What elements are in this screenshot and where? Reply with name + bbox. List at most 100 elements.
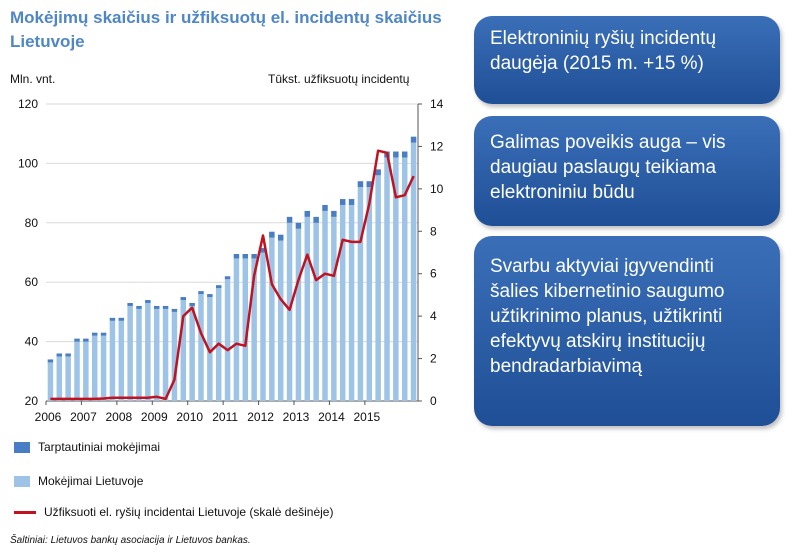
bar-international bbox=[313, 216, 319, 223]
bar-domestic bbox=[171, 311, 178, 401]
legend-swatch bbox=[14, 510, 36, 514]
source-note: Šaltiniai: Lietuvos bankų asociacija ir … bbox=[10, 535, 251, 546]
legend-swatch bbox=[14, 475, 30, 487]
bar-domestic bbox=[357, 187, 364, 401]
incidents-line bbox=[50, 149, 415, 401]
bar-international bbox=[339, 199, 346, 205]
bar-domestic bbox=[304, 216, 311, 401]
bar-domestic bbox=[366, 187, 373, 401]
bar-domestic bbox=[295, 228, 302, 401]
bar-international bbox=[224, 276, 231, 280]
x-tick-label: 2012 bbox=[247, 410, 274, 424]
callout-recommendation: Svarbu aktyviai įgyvendinti šalies kiber… bbox=[474, 236, 780, 426]
bar-domestic bbox=[277, 240, 284, 401]
bar-international bbox=[118, 317, 125, 321]
bar-international bbox=[145, 300, 151, 303]
bar-domestic bbox=[348, 204, 355, 401]
bar-international bbox=[304, 210, 311, 217]
bar-international bbox=[393, 151, 399, 158]
bar-domestic bbox=[269, 237, 275, 401]
bar-domestic bbox=[145, 302, 151, 401]
bar-international bbox=[207, 294, 213, 298]
x-tick-label: 2015 bbox=[354, 410, 381, 424]
bar-domestic bbox=[180, 300, 187, 401]
x-tick-label: 2010 bbox=[176, 410, 203, 424]
x-tick-label: 2013 bbox=[283, 410, 310, 424]
bar-international bbox=[375, 169, 381, 176]
bar-domestic bbox=[260, 252, 266, 401]
legend-swatch bbox=[14, 441, 30, 453]
left-tick-label: 120 bbox=[18, 97, 38, 111]
bar-international bbox=[74, 338, 80, 342]
x-tick-label: 2011 bbox=[212, 410, 238, 424]
bar-international bbox=[348, 199, 355, 205]
callout-incidents-growth: Elektroninių ryšių incidentų daugėja (20… bbox=[474, 16, 780, 104]
bar-international bbox=[100, 332, 107, 336]
bar-international bbox=[136, 305, 142, 309]
bar-domestic bbox=[118, 320, 125, 401]
right-tick-label: 4 bbox=[430, 309, 437, 323]
bar-international bbox=[162, 305, 169, 309]
bar-domestic bbox=[65, 356, 71, 401]
chart-area: 20 40 60 80 100 120 0 2 4 6 8 10 12 14 2006 2007 2008 200… bbox=[18, 97, 444, 424]
left-tick-label: 60 bbox=[25, 275, 39, 289]
bar-international bbox=[47, 359, 54, 363]
legend-item-domestic: Mokėjimai Lietuvoje bbox=[14, 474, 143, 488]
bar-international bbox=[410, 136, 417, 143]
x-tick-label: 2014 bbox=[318, 410, 345, 424]
bar-international bbox=[171, 308, 178, 312]
bar-domestic bbox=[251, 258, 257, 401]
bar-international bbox=[260, 248, 266, 253]
legend-label: Tarptautiniai mokėjimai bbox=[38, 440, 161, 454]
bar-international bbox=[65, 353, 71, 357]
bar-international bbox=[242, 253, 249, 259]
bar-domestic bbox=[410, 142, 417, 402]
legend-item-incidents: Užfiksuoti el. ryšių incidentai Lietuvoj… bbox=[14, 505, 333, 519]
right-tick-label: 10 bbox=[430, 182, 444, 196]
bar-domestic bbox=[136, 308, 142, 401]
bar-international bbox=[109, 317, 116, 321]
bar-international bbox=[401, 151, 408, 158]
bar-domestic bbox=[393, 157, 399, 401]
bar-international bbox=[357, 181, 364, 188]
bar-domestic bbox=[207, 297, 213, 401]
bar-international bbox=[215, 285, 222, 289]
right-tick-label: 0 bbox=[430, 394, 437, 408]
bar-international bbox=[322, 204, 328, 211]
bar-international bbox=[83, 338, 89, 342]
x-tick-label: 2006 bbox=[35, 410, 62, 424]
bar-international bbox=[198, 291, 204, 295]
x-tick-label: 2007 bbox=[70, 410, 97, 424]
right-tick-label: 2 bbox=[430, 352, 437, 366]
right-axis-label: Tūkst. užfiksuotų incidentų bbox=[268, 72, 410, 86]
right-tick-label: 8 bbox=[430, 224, 437, 238]
bar-domestic bbox=[47, 362, 54, 401]
bar-international bbox=[56, 353, 63, 357]
right-tick-label: 12 bbox=[430, 139, 444, 153]
bar-domestic bbox=[322, 210, 328, 401]
bar-domestic bbox=[339, 204, 346, 401]
bar-domestic bbox=[233, 258, 240, 401]
bar-domestic bbox=[127, 305, 133, 401]
bar-domestic bbox=[313, 222, 319, 401]
legend-item-international: Tarptautiniai mokėjimai bbox=[14, 440, 160, 454]
bar-domestic bbox=[56, 356, 63, 401]
bar-international bbox=[91, 332, 98, 336]
bar-international bbox=[189, 302, 195, 306]
bar-domestic bbox=[189, 305, 195, 401]
chart-title: Mokėjimų skaičius ir užfiksuotų el. inci… bbox=[10, 8, 442, 51]
bar-domestic bbox=[224, 279, 231, 401]
bar-international bbox=[331, 210, 337, 217]
bar-domestic bbox=[109, 320, 116, 401]
callout-text: Galimas poveikis auga – vis daugiau pasl… bbox=[490, 132, 726, 203]
bar-international bbox=[295, 222, 302, 229]
callout-text: Elektroninių ryšių incidentų daugėja (20… bbox=[490, 28, 717, 74]
right-tick-label: 6 bbox=[430, 267, 437, 281]
legend-label: Užfiksuoti el. ryšių incidentai Lietuvoj… bbox=[44, 505, 334, 519]
left-tick-label: 40 bbox=[25, 335, 39, 349]
bar-domestic bbox=[162, 308, 169, 401]
x-tick-label: 2008 bbox=[106, 410, 133, 424]
bar-domestic bbox=[331, 216, 337, 401]
bar-domestic bbox=[74, 341, 80, 401]
bar-domestic bbox=[100, 335, 107, 401]
